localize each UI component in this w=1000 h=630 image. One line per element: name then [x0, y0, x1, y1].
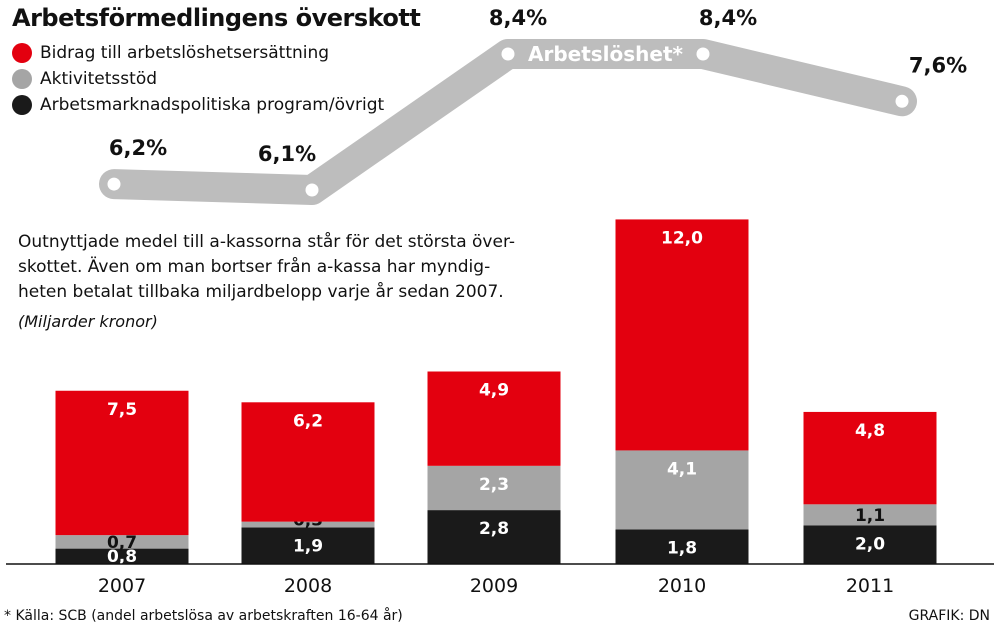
bar-segment [55, 390, 189, 536]
bar-value-label: 0,8 [107, 547, 137, 567]
bar-segment [55, 535, 189, 549]
unemployment-line [99, 39, 917, 205]
bar-segment [241, 527, 375, 564]
bar-value-label: 12,0 [661, 228, 703, 248]
x-tick-label: 2009 [470, 575, 518, 597]
source-footnote: * Källa: SCB (andel arbetslösa av arbets… [4, 608, 403, 624]
legend-label: Aktivitetsstöd [40, 69, 158, 89]
bar-segment [427, 371, 561, 466]
unemployment-point [107, 177, 121, 191]
legend-label: Arbetsmarknadspolitiska program/övrigt [40, 95, 385, 115]
bar-segment [55, 548, 189, 564]
x-tick-label: 2008 [284, 575, 332, 597]
x-tick-label: 2010 [658, 575, 706, 597]
bar-segment [427, 465, 561, 511]
unemployment-point [305, 183, 319, 197]
legend-swatch-gray [12, 69, 32, 89]
bar-value-label: 4,8 [855, 421, 885, 441]
bar-segment [803, 411, 937, 505]
legend-item-activity-support: Aktivitetsstöd [12, 66, 384, 92]
bar-value-label: 2,8 [479, 519, 509, 539]
unemployment-point [696, 47, 710, 61]
unemployment-value-label: 8,4% [699, 6, 757, 30]
unemployment-series-label: Arbetslöshet* [528, 42, 684, 66]
x-tick-label: 2011 [846, 575, 894, 597]
legend-swatch-red [12, 43, 32, 63]
unit-label: (Miljarder kronor) [18, 312, 158, 331]
legend-item-programs: Arbetsmarknadspolitiska program/övrigt [12, 92, 384, 118]
bar-value-label: 6,2 [293, 411, 323, 431]
graphic-credit: GRAFIK: DN [908, 608, 990, 624]
bar-segment [615, 219, 749, 451]
legend-label: Bidrag till arbetslöshetsersättning [40, 43, 330, 63]
bar-segment [427, 510, 561, 564]
unemployment-value-label: 6,1% [258, 142, 316, 166]
legend-swatch-black [12, 95, 32, 115]
unemployment-value-label: 6,2% [109, 136, 167, 160]
bar-segment [803, 525, 937, 564]
x-tick-label: 2007 [98, 575, 146, 597]
chart-title: Arbetsförmedlingens överskott [12, 4, 421, 32]
bar-value-label: 1,9 [293, 536, 323, 556]
unemployment-value-label: 7,6% [909, 53, 967, 77]
bar-value-label: 4,9 [479, 381, 509, 401]
bar-value-label: 4,1 [667, 459, 697, 479]
bar-value-label: 7,5 [107, 400, 137, 420]
unemployment-value-label: 8,4% [489, 6, 547, 30]
bar-segment [615, 529, 749, 564]
bar-value-label: 1,1 [855, 506, 885, 526]
legend-item-unemployment-benefit: Bidrag till arbetslöshetsersättning [12, 40, 384, 66]
bar-segment [615, 450, 749, 530]
bar-value-label: 2,0 [855, 535, 885, 555]
legend: Bidrag till arbetslöshetsersättning Akti… [12, 40, 384, 118]
bar-value-label: 0,7 [107, 533, 137, 553]
bar-value-label: 1,8 [667, 538, 697, 558]
chart-description: Outnyttjade medel till a-kassorna står f… [18, 232, 515, 302]
unemployment-point [501, 47, 515, 61]
unemployment-point [895, 94, 909, 108]
bar-value-label: 2,3 [479, 475, 509, 495]
bar-segment [803, 504, 937, 526]
bar-segment [241, 521, 375, 528]
bar-segment [241, 402, 375, 522]
